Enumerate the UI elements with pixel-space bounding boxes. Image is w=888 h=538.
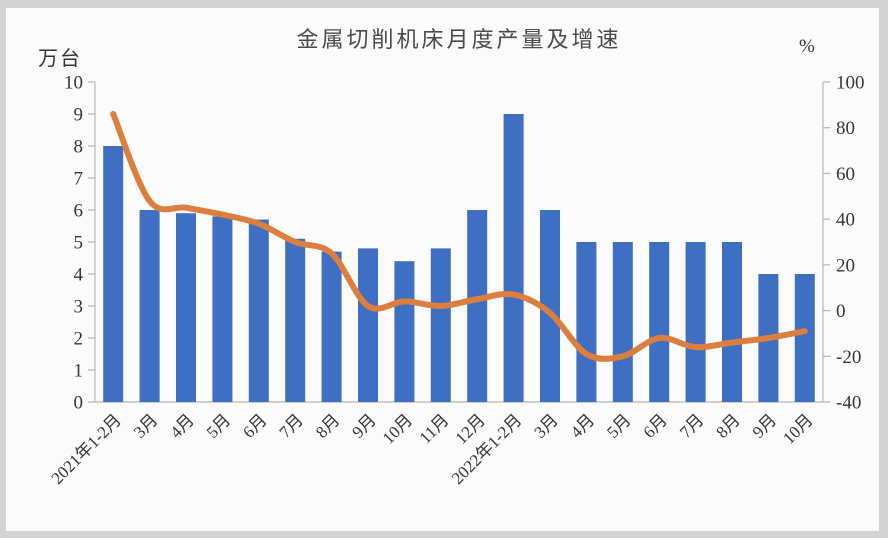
right-tick-label: 80 (836, 118, 855, 139)
right-tick-label: 40 (836, 210, 855, 231)
production-bar (612, 242, 633, 402)
left-tick-label: 7 (74, 169, 84, 190)
x-tick-label: 6月 (640, 410, 671, 441)
right-tick-label: 60 (836, 164, 855, 185)
production-bar (394, 261, 415, 402)
left-tick-label: 6 (74, 201, 84, 222)
left-tick-label: 2 (74, 329, 84, 350)
chart-title: 金属切削机床月度产量及增速 (296, 27, 622, 52)
x-tick-label: 8月 (312, 410, 343, 441)
production-bar (430, 248, 451, 402)
production-bar (285, 238, 306, 402)
production-bar (685, 242, 706, 402)
left-tick-label: 10 (64, 73, 83, 94)
left-tick-label: 8 (74, 137, 84, 158)
right-tick-label: -20 (836, 347, 861, 368)
production-bar (212, 216, 233, 402)
right-tick-label: -40 (836, 393, 861, 414)
x-tick-label: 3月 (530, 410, 561, 441)
right-axis-unit-label: % (799, 36, 815, 57)
x-tick-label: 5月 (603, 410, 634, 441)
production-bar (467, 210, 488, 402)
production-bar (540, 210, 560, 402)
production-bar (321, 251, 342, 402)
x-tick-label: 7月 (276, 410, 307, 441)
production-bar (139, 210, 160, 402)
production-bar (503, 114, 524, 402)
right-tick-label: 100 (836, 73, 865, 94)
x-tick-label: 8月 (712, 410, 743, 441)
production-bar (649, 242, 670, 402)
production-bar (722, 242, 742, 402)
x-tick-label: 2021年1-2月 (47, 410, 125, 488)
x-tick-label: 6月 (239, 410, 270, 441)
x-tick-label: 4月 (166, 410, 197, 441)
right-tick-label: 0 (836, 301, 846, 322)
left-axis-unit-label: 万台 (38, 48, 82, 70)
production-bar (176, 213, 196, 402)
x-tick-label: 9月 (749, 410, 780, 441)
left-tick-label: 4 (74, 265, 84, 286)
production-bar (576, 242, 597, 402)
x-tick-label: 5月 (203, 410, 234, 441)
left-tick-label: 5 (74, 233, 84, 254)
production-bar (794, 274, 815, 402)
x-tick-label: 10月 (379, 410, 416, 447)
production-bar (358, 248, 378, 402)
x-tick-label: 4月 (567, 410, 598, 441)
x-tick-label: 3月 (130, 410, 161, 441)
production-bar (103, 146, 124, 402)
left-tick-label: 3 (74, 297, 84, 318)
left-tick-label: 0 (74, 393, 84, 414)
x-tick-label: 9月 (348, 410, 379, 441)
left-tick-label: 9 (74, 105, 84, 126)
left-tick-label: 1 (74, 361, 84, 382)
x-tick-label: 10月 (779, 410, 816, 447)
right-tick-label: 20 (836, 255, 855, 276)
x-tick-label: 7月 (676, 410, 707, 441)
production-bar (248, 219, 269, 402)
growth-line (110, 111, 808, 362)
x-tick-label: 11月 (416, 410, 453, 447)
